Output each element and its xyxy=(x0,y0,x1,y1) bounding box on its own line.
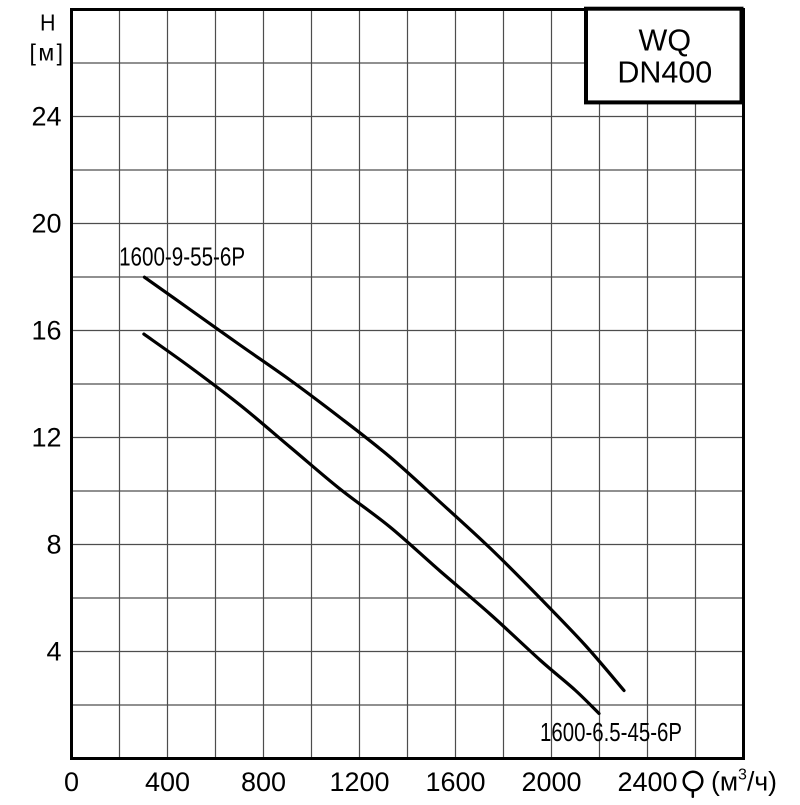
svg-text:8: 8 xyxy=(46,530,61,560)
svg-text:1200: 1200 xyxy=(329,767,389,797)
svg-text:20: 20 xyxy=(31,209,61,239)
svg-text:1600-9-55-6P: 1600-9-55-6P xyxy=(119,241,245,271)
svg-text:H: H xyxy=(40,9,56,35)
svg-text:16: 16 xyxy=(31,316,61,346)
svg-text:1600: 1600 xyxy=(425,767,485,797)
svg-text:2000: 2000 xyxy=(521,767,581,797)
svg-text:DN400: DN400 xyxy=(617,56,712,90)
svg-text:800: 800 xyxy=(241,767,286,797)
svg-text:24: 24 xyxy=(31,102,61,132)
svg-text:2400: 2400 xyxy=(617,767,677,797)
svg-text:4: 4 xyxy=(46,637,61,667)
svg-text:1600-6.5-45-6P: 1600-6.5-45-6P xyxy=(540,717,682,747)
svg-text:WQ: WQ xyxy=(639,24,692,58)
svg-text:12: 12 xyxy=(31,423,61,453)
svg-text:0: 0 xyxy=(64,767,79,797)
svg-text:400: 400 xyxy=(145,767,190,797)
svg-text:[м]: [м] xyxy=(29,40,65,66)
